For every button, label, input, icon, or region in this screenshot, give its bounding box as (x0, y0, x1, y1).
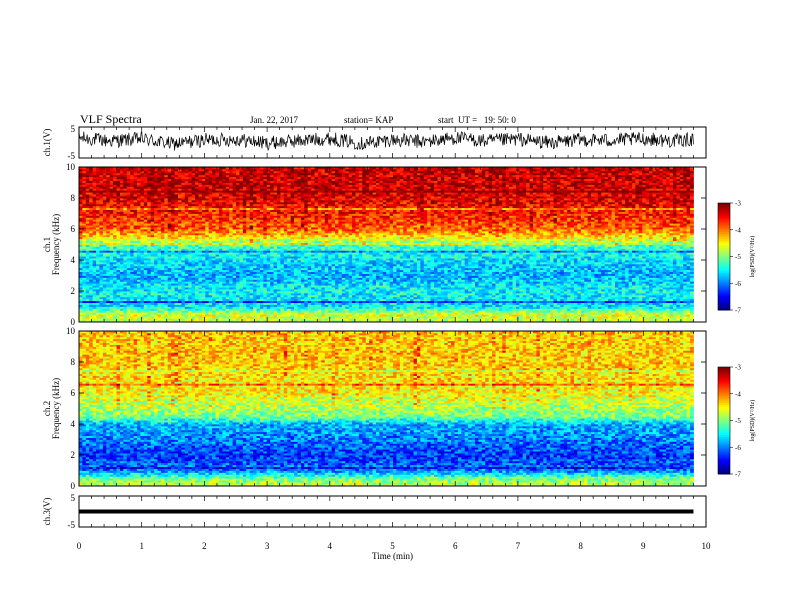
date-label: Jan. 22, 2017 (250, 115, 298, 125)
figure-title: VLF Spectra (80, 112, 142, 126)
vlf-spectra-figure: VLF Spectra Jan. 22, 2017 station= KAP s… (0, 0, 792, 612)
y-tick-label: 5 (71, 124, 76, 134)
ch1-waveform-line (79, 132, 694, 151)
start-time-label: start UT = 19: 50: 0 (438, 115, 516, 125)
ch1-waveform-panel: 5 -5 ch.1(V) (42, 124, 706, 161)
ch1-waveform-ylabel: ch.1(V) (42, 129, 52, 157)
y-tick-label: -5 (68, 151, 76, 161)
station-label: station= KAP (344, 115, 393, 125)
